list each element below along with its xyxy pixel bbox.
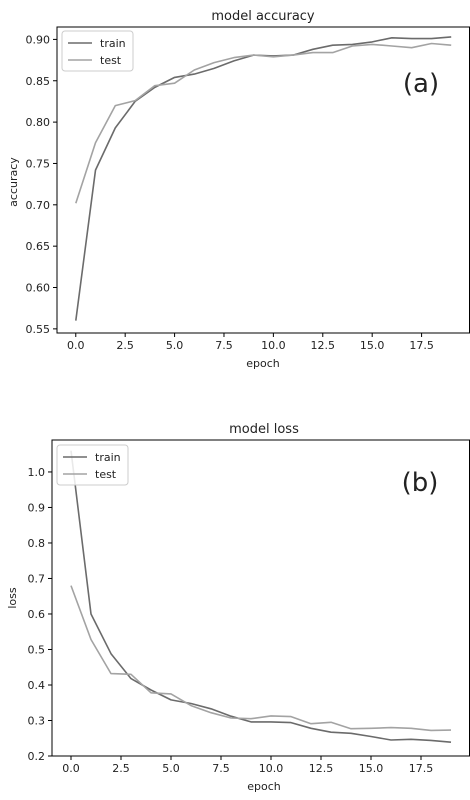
legend-box [56, 444, 129, 486]
x-tick-label: 5.0 [162, 762, 180, 775]
y-tick-label: 0.90 [26, 33, 51, 46]
panel-label: (a) [403, 69, 439, 99]
x-tick-label: 0.0 [67, 339, 85, 352]
legend-label-test: test [100, 54, 122, 67]
y-axis-label: accuracy [7, 157, 20, 207]
y-tick-label: 0.80 [26, 116, 51, 129]
y-tick-label: 0.5 [28, 643, 46, 656]
x-axis-label: epoch [247, 780, 281, 793]
y-tick-label: 0.75 [26, 157, 51, 170]
legend-label-train: train [95, 451, 121, 464]
x-tick-label: 5.0 [166, 339, 184, 352]
loss-plot-area: 0.0 2.5 5.0 7.5 10.0 12.5 15.0 17.5 0.2 0.3 0.4 0.5… [28, 439, 470, 775]
x-tick-label: 17.5 [409, 762, 434, 775]
x-tick-label: 15.0 [359, 762, 384, 775]
chart-title: model loss [229, 422, 299, 437]
x-tick-label: 7.5 [212, 762, 230, 775]
y-tick-label: 1.0 [28, 466, 46, 479]
x-tick-label: 0.0 [62, 762, 80, 775]
legend: train test [56, 444, 129, 486]
y-tick-label: 0.4 [28, 679, 46, 692]
x-tick-label: 7.5 [215, 339, 233, 352]
legend-label-train: train [100, 37, 126, 50]
x-tick-label: 2.5 [116, 339, 134, 352]
x-tick-label: 10.0 [259, 762, 284, 775]
accuracy-plot-area: 0.0 2.5 5.0 7.5 10.0 12.5 15.0 17.5 0.55 0.60 0.65… [26, 26, 470, 352]
chart-title: model accuracy [211, 9, 315, 24]
x-tick-label: 12.5 [309, 762, 334, 775]
series-line-train [70, 450, 452, 743]
x-tick-label: 15.0 [360, 339, 385, 352]
series-line-test [70, 585, 452, 732]
y-tick-label: 0.85 [26, 75, 51, 88]
y-tick-label: 0.6 [28, 608, 46, 621]
legend-label-test: test [95, 468, 117, 481]
x-tick-label: 17.5 [409, 339, 434, 352]
y-tick-label: 0.7 [28, 572, 46, 585]
y-tick-label: 0.60 [26, 282, 51, 295]
y-axis-label: loss [6, 587, 19, 609]
series-line-train [75, 36, 452, 321]
accuracy-chart: model accuracy accuracy epoch (a) 0.0 2.5… [7, 9, 470, 370]
y-tick-label: 0.2 [28, 750, 46, 763]
y-tick-label: 0.65 [26, 240, 51, 253]
legend-box [61, 30, 134, 72]
y-tick-label: 0.55 [26, 323, 51, 336]
y-tick-label: 0.3 [28, 714, 46, 727]
x-tick-label: 10.0 [261, 339, 286, 352]
series-line-test [75, 42, 452, 204]
y-tick-label: 0.70 [26, 199, 51, 212]
x-axis-label: epoch [246, 357, 280, 370]
y-tick-label: 0.8 [28, 537, 46, 550]
loss-chart: model loss loss epoch (b) 0.0 2.5 5.0 7.5 10… [6, 422, 470, 793]
x-tick-label: 12.5 [311, 339, 336, 352]
y-tick-label: 0.9 [28, 501, 46, 514]
x-tick-label: 2.5 [112, 762, 130, 775]
panel-label: (b) [402, 468, 439, 498]
legend: train test [61, 30, 134, 72]
